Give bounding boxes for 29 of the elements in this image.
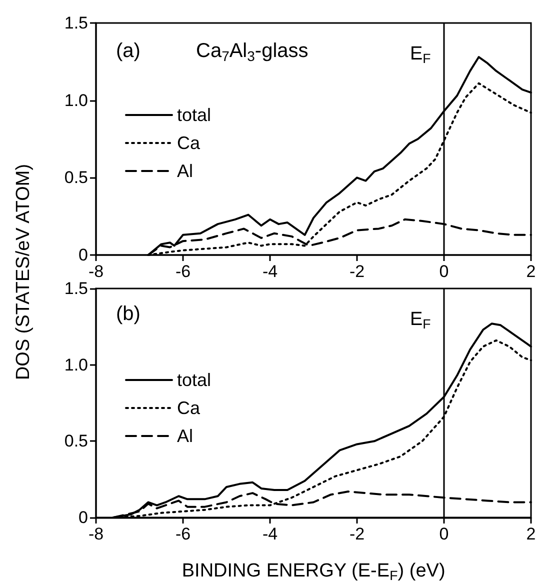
x-tick-label: -8 [88,262,104,281]
x-tick-label: -6 [175,262,191,281]
legend-label: Ca [177,398,201,418]
x-tick-label: -4 [262,524,278,544]
x-tick-label: -2 [349,524,365,544]
x-tick-label: 0 [439,524,449,544]
y-tick-label: 1.5 [64,279,88,298]
x-tick-label: -8 [88,524,104,544]
x-tick-label: -2 [349,262,365,281]
legend-label: total [177,105,212,125]
annotation: (b) [116,303,140,325]
y-tick-label: 1.0 [64,355,88,374]
y-tick-label: 0.5 [64,432,88,451]
y-axis-title: DOS (STATES/eV ATOM) [13,164,35,380]
y-tick-label: 0.5 [64,168,88,188]
y-tick-label: 1.5 [64,14,88,32]
x-tick-label: 0 [439,262,449,281]
y-tick-label: 0 [78,508,88,527]
y-tick-label: 1.0 [64,90,88,110]
annotation: (a) [116,40,140,62]
x-tick-label: -6 [175,524,191,544]
x-tick-label: -4 [262,262,278,281]
x-tick-label: 2 [526,262,536,281]
legend-label: Al [177,161,194,181]
legend-label: Al [177,426,194,446]
legend-label: total [177,370,212,390]
y-tick-label: 0 [78,246,88,264]
x-tick-label: 2 [526,524,536,544]
legend-label: Ca [177,133,201,153]
